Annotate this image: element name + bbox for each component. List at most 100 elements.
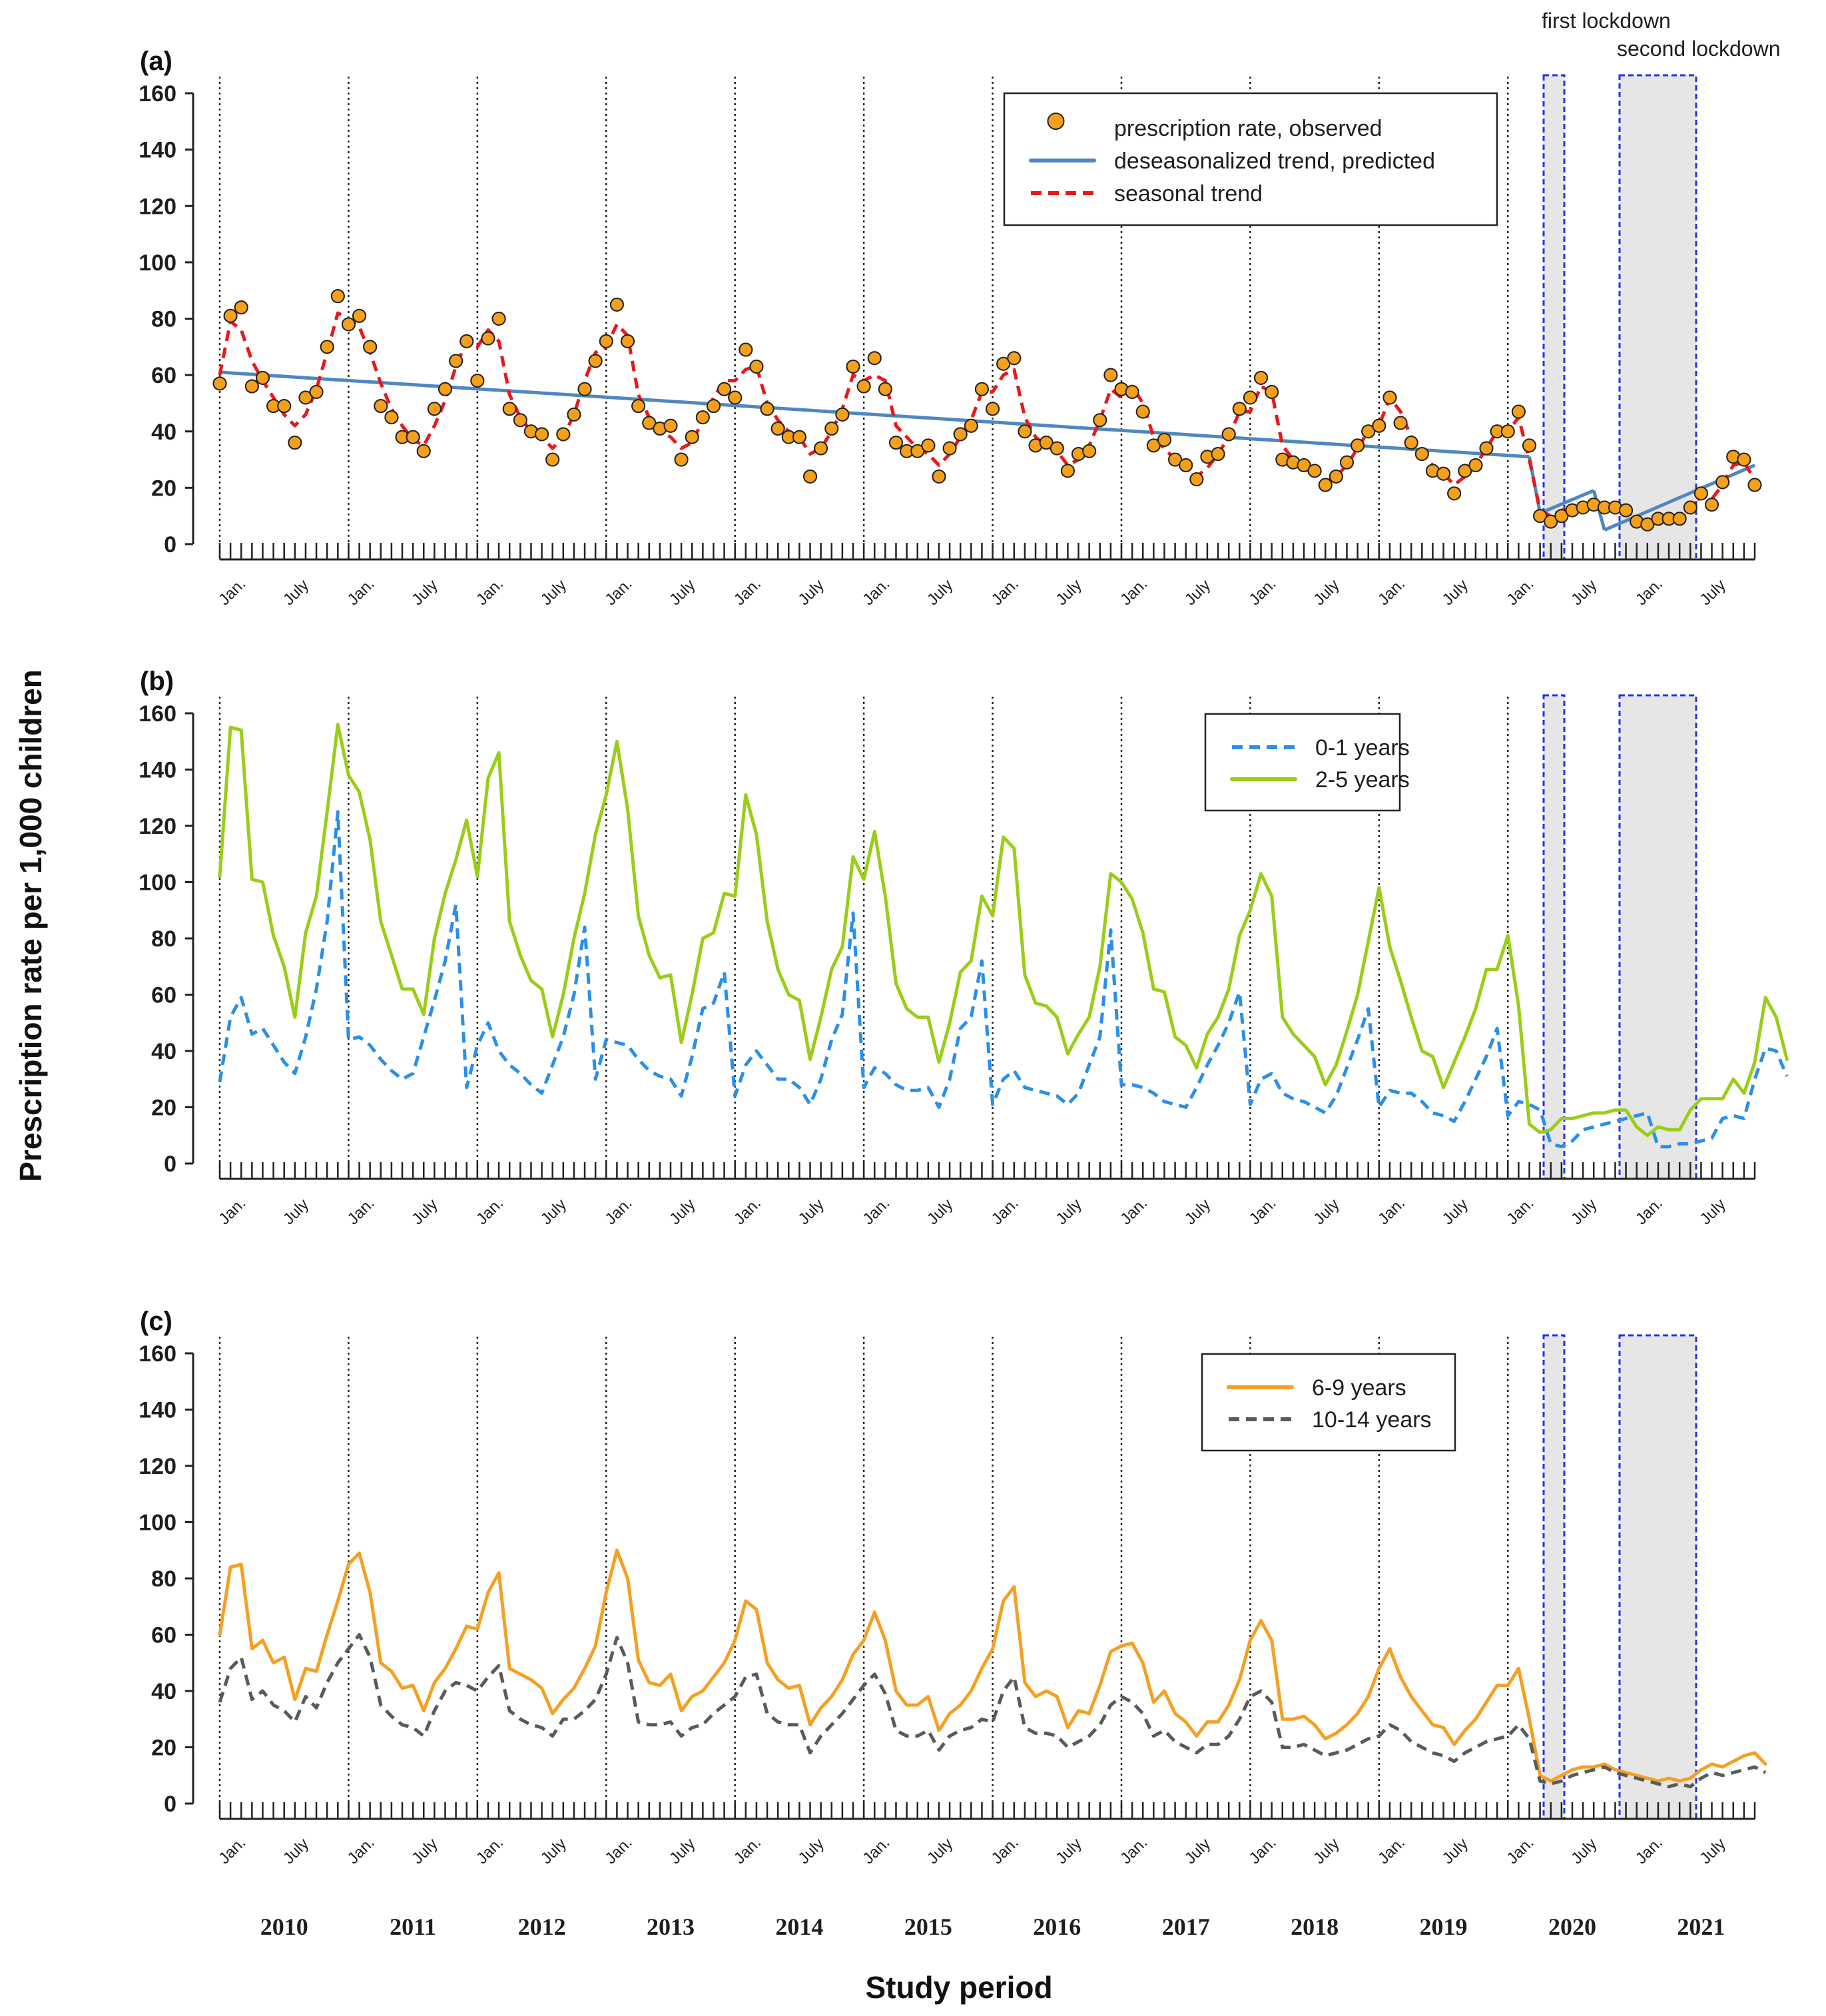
month-label-jan: Jan.	[988, 575, 1022, 609]
second-lockdown-label: second lockdown	[1617, 37, 1780, 61]
month-label-jan: Jan.	[215, 575, 249, 609]
month-label-july: July	[1052, 576, 1085, 609]
data-point	[1361, 424, 1376, 439]
data-point	[1103, 368, 1118, 382]
data-point	[631, 399, 646, 414]
data-point	[685, 430, 699, 444]
month-label-jan: Jan.	[1374, 1194, 1408, 1228]
month-label-jan: Jan.	[473, 575, 507, 609]
month-label-jan: Jan.	[988, 1834, 1022, 1867]
data-point	[1329, 469, 1343, 484]
y-tick-label: 40	[151, 420, 176, 445]
data-point	[1243, 390, 1257, 405]
data-point	[1125, 385, 1139, 400]
month-label-july: July	[1310, 1195, 1343, 1228]
data-point	[320, 340, 334, 354]
data-point	[749, 359, 764, 374]
data-point	[374, 399, 388, 414]
data-point	[341, 317, 356, 332]
y-tick-label: 0	[164, 532, 176, 557]
legend: 6-9 years 10-14 years	[1201, 1353, 1456, 1452]
month-label-jan: Jan.	[731, 1194, 764, 1228]
data-point	[942, 441, 957, 456]
trend-segment	[1604, 464, 1755, 532]
data-point	[1372, 418, 1386, 433]
legend: prescription rate, observed deseasonalize…	[1003, 92, 1498, 226]
data-point	[438, 382, 452, 396]
y-tick-label: 20	[151, 476, 176, 501]
y-tick-label: 20	[151, 1736, 176, 1761]
month-label-july: July	[1439, 1195, 1472, 1228]
y-tick-label: 60	[151, 1623, 176, 1648]
data-point	[621, 334, 635, 348]
month-label-jan: Jan.	[1632, 1834, 1666, 1867]
month-label-jan: Jan.	[1117, 1194, 1151, 1228]
data-point	[1511, 404, 1526, 419]
data-point	[867, 351, 882, 366]
data-point	[792, 430, 806, 444]
data-point	[974, 382, 989, 396]
data-point	[921, 438, 936, 453]
y-tick-label: 0	[164, 1152, 176, 1177]
month-label-july: July	[537, 576, 570, 609]
month-label-july: July	[666, 1835, 699, 1867]
y-tick-label: 120	[139, 1454, 176, 1479]
data-point	[277, 399, 292, 414]
data-point	[427, 402, 442, 416]
data-point	[739, 342, 753, 357]
data-point	[1447, 486, 1462, 501]
y-tick-label: 60	[151, 983, 176, 1008]
year-label: 2018	[1291, 1913, 1339, 1940]
month-label-jan: Jan.	[1246, 1834, 1280, 1867]
lockdown-1-band	[1542, 694, 1566, 1180]
data-point	[1211, 447, 1225, 462]
y-tick-label: 160	[139, 1341, 176, 1367]
data-point	[309, 385, 324, 400]
data-point	[1060, 464, 1075, 478]
data-point	[803, 469, 818, 484]
data-point	[996, 356, 1011, 371]
y-tick-label: 140	[139, 138, 176, 163]
data-point	[1307, 464, 1322, 478]
month-label-july: July	[408, 1195, 441, 1228]
month-label-july: July	[924, 576, 956, 609]
data-point	[888, 436, 903, 450]
month-label-july: July	[795, 576, 828, 609]
data-point	[1135, 404, 1150, 419]
data-point	[1168, 452, 1183, 467]
data-point	[1404, 436, 1418, 450]
data-point	[1189, 472, 1204, 487]
trend-segment	[1539, 489, 1595, 515]
data-point	[1705, 498, 1719, 512]
y-tick-label: 80	[151, 1566, 176, 1592]
data-point	[835, 407, 850, 422]
data-point	[878, 382, 892, 396]
panel-c: 0 20 40 60 80 100 120 140 160 Jan. July Jan. July Jan…	[139, 1307, 1767, 1867]
legend-marker	[1047, 113, 1065, 130]
legend: 0-1 years 2-5 years	[1204, 713, 1410, 812]
month-label-jan: Jan.	[1503, 1194, 1537, 1228]
legend-box	[1201, 1353, 1456, 1452]
data-point	[1500, 424, 1515, 439]
month-label-jan: Jan.	[1117, 575, 1151, 609]
data-point	[846, 359, 860, 374]
trend-segment	[219, 370, 1530, 459]
data-point	[1533, 509, 1548, 523]
legend-label: deseasonalized trend, predicted	[1114, 149, 1435, 174]
data-point	[1093, 413, 1107, 428]
data-point	[1265, 385, 1279, 400]
data-point	[717, 382, 732, 396]
data-point	[1050, 441, 1064, 456]
month-label-jan: Jan.	[601, 575, 635, 609]
data-point	[1179, 458, 1193, 473]
month-label-jan: Jan.	[859, 575, 893, 609]
y-tick-label: 140	[139, 758, 176, 783]
data-point	[706, 399, 721, 414]
year-label: 2017	[1162, 1913, 1210, 1940]
legend-label: prescription rate, observed	[1114, 116, 1382, 141]
month-label-jan: Jan.	[215, 1194, 249, 1228]
month-label-jan: Jan.	[601, 1834, 635, 1867]
y-tick-label: 140	[139, 1398, 176, 1423]
data-point	[814, 441, 828, 456]
data-point	[223, 308, 238, 323]
